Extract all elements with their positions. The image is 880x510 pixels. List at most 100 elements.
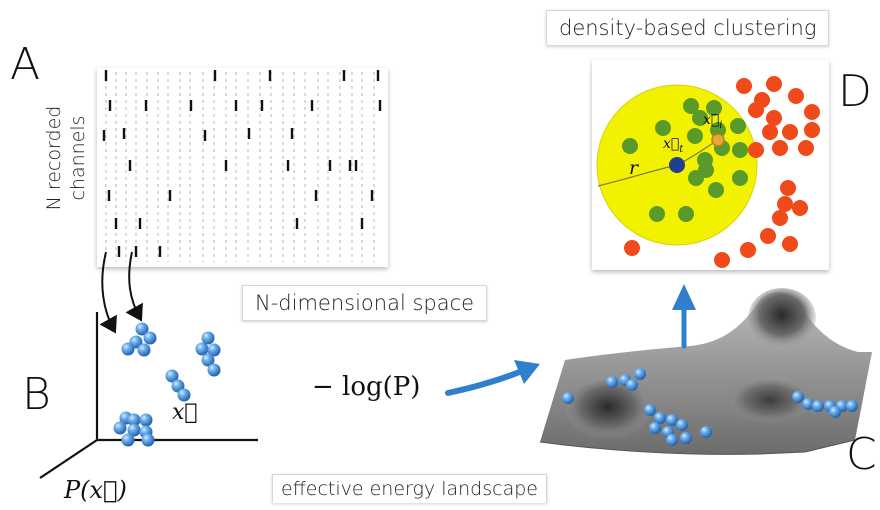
green-point	[730, 118, 746, 134]
landscape-sphere	[654, 412, 666, 424]
sphere-point	[195, 342, 209, 356]
landscape-peak-right	[730, 380, 810, 424]
landscape-sphere	[812, 400, 824, 412]
sphere-point	[141, 433, 155, 447]
landscape-sphere	[680, 432, 692, 444]
landscape-peak-left	[566, 380, 650, 440]
mapping-arrow-1	[99, 251, 117, 334]
landscape-sphere	[644, 404, 656, 416]
label-radius: r	[629, 157, 639, 179]
green-point	[649, 206, 665, 222]
landscape-sphere	[666, 414, 678, 426]
label-energy-landscape: effective energy landscape	[272, 474, 547, 503]
sphere-point	[135, 322, 149, 336]
sphere-point	[201, 331, 215, 345]
landscape-sphere	[666, 434, 678, 446]
landscape-sphere	[634, 368, 646, 380]
sphere-point	[127, 423, 141, 437]
panel-letter-c: C	[846, 429, 877, 480]
label-neighbor-x: x⃗i	[703, 112, 723, 131]
red-point	[782, 124, 798, 140]
red-point	[736, 78, 752, 94]
red-point	[777, 196, 793, 212]
green-point	[710, 122, 726, 138]
landscape-sphere	[626, 379, 638, 391]
panel-c	[445, 284, 872, 455]
red-point	[772, 140, 788, 156]
red-point	[804, 104, 820, 120]
label-neighbor-x-sub: i	[719, 119, 723, 131]
potential-arrow	[445, 368, 525, 396]
landscape-sphere	[606, 376, 618, 388]
panel-d	[592, 60, 829, 270]
label-center-x-sub: t	[679, 143, 684, 155]
red-point	[782, 236, 798, 252]
green-point	[678, 206, 694, 222]
red-point	[624, 240, 640, 256]
red-point	[740, 242, 756, 258]
red-point	[798, 140, 814, 156]
red-point	[748, 142, 764, 158]
center-point	[669, 157, 685, 173]
landscape-sphere	[792, 391, 804, 403]
landscape-sphere	[562, 392, 574, 404]
red-point	[714, 252, 730, 268]
panel-b	[39, 251, 258, 479]
red-point	[792, 200, 808, 216]
red-point	[780, 180, 796, 196]
sphere-point	[201, 353, 215, 367]
axis-depth	[39, 439, 98, 479]
panel-letter-b: B	[22, 369, 51, 420]
landscape-sphere	[649, 422, 661, 434]
label-center-x-main: x⃗	[663, 136, 680, 152]
sphere-point	[207, 343, 221, 357]
landscape-front-edge	[539, 439, 856, 455]
landscape-sphere	[676, 419, 688, 431]
green-point	[687, 128, 703, 144]
green-point	[622, 138, 638, 154]
panel-a	[97, 68, 388, 267]
spike-raster	[102, 70, 382, 262]
sphere-point	[121, 433, 135, 447]
green-point	[732, 170, 748, 186]
panel-letter-d: D	[838, 66, 872, 117]
red-point	[788, 88, 804, 104]
channels-label-line1: N recorded	[43, 105, 65, 211]
label-neg-log-p: − log(P)	[312, 372, 421, 402]
landscape-sphere	[846, 400, 858, 412]
landscape-sphere	[700, 426, 712, 438]
label-x-vector: x⃗	[172, 400, 198, 425]
red-point	[804, 122, 820, 138]
channels-label: N recorded channels	[42, 88, 90, 228]
green-point	[683, 98, 699, 114]
sphere-point	[121, 342, 135, 356]
raster-card	[97, 68, 388, 267]
label-n-dimensional-space: N-dimensional space	[242, 285, 488, 321]
sphere-point	[143, 331, 157, 345]
green-point	[706, 100, 722, 116]
red-point	[762, 124, 778, 140]
red-point	[772, 210, 788, 226]
sphere-point	[127, 413, 141, 427]
sphere-point	[137, 343, 151, 357]
space-point-clusters	[113, 322, 221, 447]
landscape-sphere	[829, 406, 841, 418]
up-arrow-head	[672, 284, 696, 310]
label-probability: P(x⃗)	[64, 476, 127, 504]
red-point	[760, 228, 776, 244]
green-point	[698, 162, 714, 178]
neighbor-point	[711, 133, 725, 147]
label-neighbor-x-main: x⃗	[703, 112, 720, 128]
green-point	[655, 120, 671, 136]
sphere-point	[207, 363, 221, 377]
label-density-clustering: density-based clustering	[546, 10, 830, 46]
cluster-points	[622, 76, 820, 268]
channels-label-line2: channels	[67, 115, 89, 201]
potential-arrow-head	[514, 360, 540, 384]
green-point	[732, 142, 748, 158]
sphere-point	[165, 369, 179, 383]
landscape-peak-main	[748, 288, 816, 348]
landscape-spheres	[562, 368, 858, 446]
sphere-point	[113, 421, 127, 435]
